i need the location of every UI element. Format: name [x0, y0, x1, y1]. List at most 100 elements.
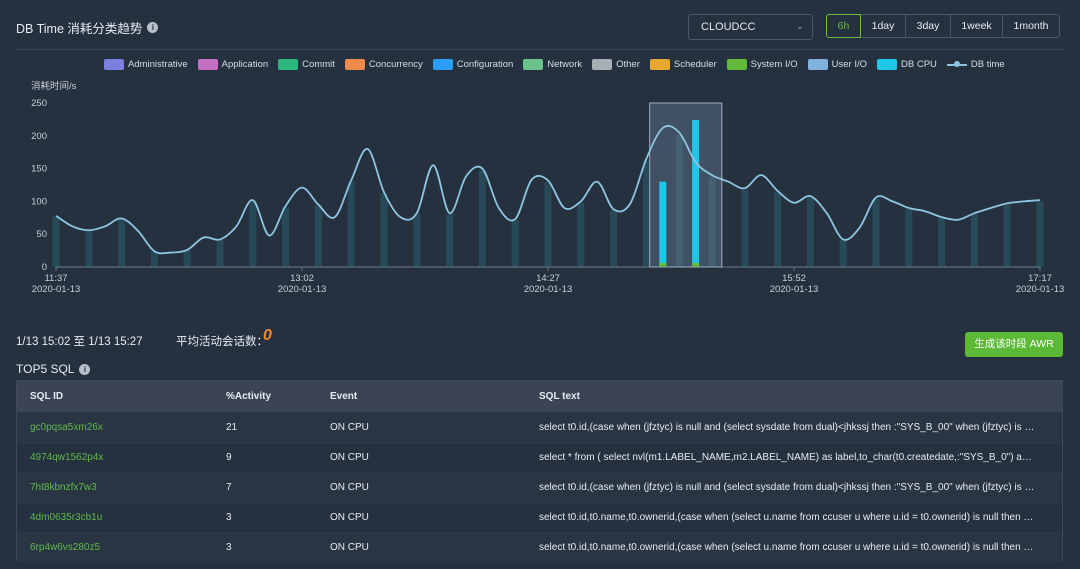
column-header-event[interactable]: Event — [330, 391, 358, 402]
info-icon[interactable]: i — [147, 22, 159, 33]
generate-awr-button[interactable]: 生成该时段 AWR — [965, 332, 1063, 357]
column-header-sql-text[interactable]: SQL text — [539, 391, 580, 402]
database-select[interactable]: CLOUDCC ⌄ — [688, 14, 813, 40]
legend-item[interactable]: Commit — [278, 59, 335, 70]
x-tick-date: 2020-01-13 — [770, 284, 819, 295]
y-tick-label: 50 — [36, 229, 47, 240]
event-cell: ON CPU — [330, 422, 369, 433]
db-cpu-bar — [692, 120, 700, 267]
db-time-bar — [216, 239, 224, 267]
chart-title: DB Time 消耗分类趋势 — [16, 22, 143, 36]
legend-item[interactable]: Network — [523, 59, 582, 70]
activity-cell: 7 — [226, 482, 232, 493]
db-time-bar — [642, 160, 650, 267]
legend-swatch — [278, 59, 299, 70]
info-icon[interactable]: i — [79, 363, 91, 375]
table-row[interactable]: gc0pqsa5xm26x 21 ON CPU select t0.id,(ca… — [17, 412, 1062, 442]
table-row[interactable]: 7ht8kbnzfx7w3 7 ON CPU select t0.id,(cas… — [17, 472, 1062, 502]
legend-item[interactable]: Administrative — [104, 59, 188, 70]
db-time-bar — [806, 197, 814, 267]
sql-id-link[interactable]: 7ht8kbnzfx7w3 — [30, 482, 97, 493]
legend-swatch — [807, 59, 828, 70]
x-tick-time: 14:27 — [536, 273, 560, 284]
legend-item[interactable]: Configuration — [432, 59, 514, 70]
header-divider — [16, 49, 1063, 50]
activity-cell: 9 — [226, 452, 232, 463]
db-time-chart[interactable]: 消耗时间/s05010015020025011:372020-01-1313:0… — [0, 75, 1080, 297]
sql-id-link[interactable]: 4dm0635r3cb1u — [30, 512, 103, 523]
db-time-bar — [118, 219, 126, 267]
legend-item[interactable]: Other — [592, 59, 640, 70]
db-time-bar — [938, 218, 946, 267]
legend-item[interactable]: DB time — [946, 59, 1005, 70]
chart-header: DB Time 消耗分类趋势 i CLOUDCC ⌄ 6h 1day 3day … — [0, 0, 1080, 50]
legend-item[interactable]: User I/O — [807, 59, 868, 70]
legend-item[interactable]: DB CPU — [877, 59, 937, 70]
time-range-selector: 6h 1day 3day 1week 1month — [826, 14, 1060, 38]
db-time-bar — [577, 202, 585, 267]
sql-id-link[interactable]: 4974qw1562p4x — [30, 452, 104, 463]
db-time-bar — [544, 182, 552, 267]
table-header: SQL ID %Activity Event SQL text — [17, 381, 1062, 412]
range-3day-button[interactable]: 3day — [905, 14, 951, 38]
db-time-bar — [183, 250, 191, 267]
db-time-bar — [314, 205, 322, 267]
legend-label: Other — [616, 59, 640, 70]
range-1week-button[interactable]: 1week — [950, 14, 1003, 38]
legend-item[interactable]: Application — [197, 59, 268, 70]
db-time-bar — [380, 193, 388, 267]
sql-id-link[interactable]: 6rp4w6vs280z5 — [30, 542, 101, 553]
event-cell: ON CPU — [330, 482, 369, 493]
chevron-down-icon: ⌄ — [795, 21, 804, 32]
activity-cell: 21 — [226, 422, 238, 433]
x-tick-time: 15:52 — [782, 273, 806, 284]
database-select-value: CLOUDCC — [701, 21, 756, 33]
table-row[interactable]: 6rp4w6vs280z5 3 ON CPU select t0.id,t0.n… — [17, 532, 1062, 562]
range-6h-button[interactable]: 6h — [826, 14, 861, 38]
avg-sessions-label: 平均活动会话数： — [176, 336, 268, 348]
system-io-bar — [692, 263, 700, 267]
y-tick-label: 250 — [31, 98, 47, 109]
legend-label: User I/O — [831, 59, 868, 70]
range-1month-button[interactable]: 1month — [1002, 14, 1060, 38]
legend-item[interactable]: Scheduler — [649, 59, 717, 70]
x-tick-time: 13:02 — [290, 273, 314, 284]
db-time-bar — [708, 176, 716, 267]
activity-cell: 3 — [226, 512, 232, 523]
db-time-bar — [741, 189, 749, 267]
table-row[interactable]: 4dm0635r3cb1u 3 ON CPU select t0.id,t0.n… — [17, 502, 1062, 532]
legend-swatch — [197, 59, 218, 70]
top5-sql-title: TOP5 SQL — [16, 362, 75, 376]
x-tick-time: 11:37 — [44, 273, 67, 284]
range-1day-button[interactable]: 1day — [860, 14, 906, 38]
legend-swatch — [726, 59, 747, 70]
legend-line-swatch — [946, 59, 967, 70]
column-header-sql-id[interactable]: SQL ID — [30, 391, 64, 402]
y-axis-label: 消耗时间/s — [31, 80, 77, 92]
db-time-bar — [446, 214, 454, 267]
y-tick-label: 200 — [31, 131, 47, 142]
legend-item[interactable]: Concurrency — [344, 59, 423, 70]
legend-swatch — [104, 59, 124, 70]
db-time-bar — [675, 135, 683, 267]
legend-swatch — [432, 59, 453, 70]
db-time-bar — [511, 220, 519, 267]
column-header-activity[interactable]: %Activity — [226, 391, 272, 402]
legend-label: Configuration — [456, 59, 514, 70]
db-time-bar — [970, 214, 978, 267]
legend-swatch — [649, 59, 670, 70]
db-time-bar — [1003, 204, 1011, 267]
db-time-bar — [85, 230, 93, 267]
db-time-bar — [413, 214, 421, 267]
db-time-bar — [839, 239, 847, 267]
legend-label: DB time — [970, 59, 1005, 70]
event-cell: ON CPU — [330, 512, 369, 523]
sql-text-cell: select t0.id,(case when (jfztyc) is null… — [539, 482, 1036, 493]
db-time-line — [55, 125, 1041, 255]
legend-item[interactable]: System I/O — [726, 59, 798, 70]
db-time-bar — [872, 198, 880, 267]
table-row[interactable]: 4974qw1562p4x 9 ON CPU select * from ( s… — [17, 442, 1062, 472]
sql-text-cell: select t0.id,(case when (jfztyc) is null… — [539, 422, 1036, 433]
db-time-bar — [150, 251, 158, 267]
sql-id-link[interactable]: gc0pqsa5xm26x — [30, 422, 103, 433]
